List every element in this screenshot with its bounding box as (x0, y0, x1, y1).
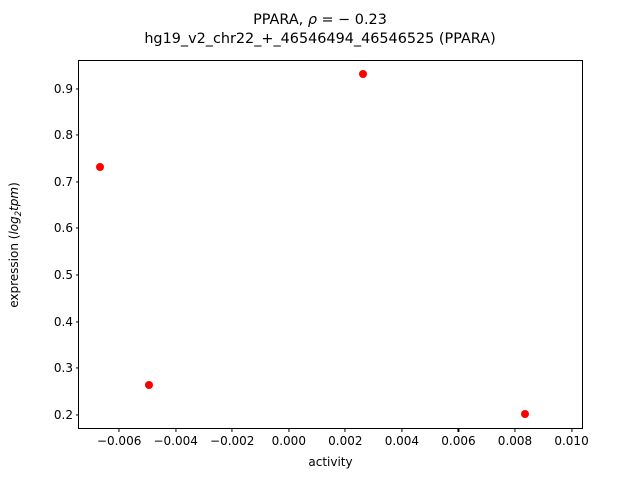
data-point (145, 380, 154, 389)
y-label-base: 2 (13, 210, 24, 216)
x-tick-mark (231, 428, 233, 432)
y-tick-mark (75, 181, 79, 183)
y-tick-mark (75, 227, 79, 229)
x-tick-mark (514, 428, 516, 432)
data-point (359, 70, 368, 79)
data-point (521, 410, 530, 419)
plot-area (79, 61, 582, 428)
x-tick-label: −0.002 (210, 434, 255, 448)
y-tick-label: 0.7 (53, 174, 73, 189)
x-axis-label: activity (308, 455, 353, 469)
x-tick-label: 0.010 (554, 434, 589, 448)
y-axis-label-wrapper: expression (log2tpm) (0, 60, 30, 429)
y-tick-mark (75, 134, 79, 136)
y-tick-label: 0.9 (53, 81, 73, 96)
y-tick-label: 0.8 (53, 128, 73, 143)
data-point (96, 163, 105, 172)
x-tick-mark (401, 428, 403, 432)
title-gene-prefix: PPARA, (253, 12, 308, 28)
rho-symbol: ρ (307, 12, 317, 28)
chart-title: PPARA, ρ = − 0.23 hg19_v2_chr22_+_465464… (0, 11, 640, 49)
y-label-suffix: ) (6, 181, 21, 187)
y-tick-mark (75, 274, 79, 276)
y-tick-mark (75, 367, 79, 369)
y-tick-label: 0.2 (53, 407, 73, 422)
y-tick-label: 0.3 (53, 361, 73, 376)
x-tick-mark (288, 428, 290, 432)
x-tick-mark (457, 428, 459, 432)
x-tick-label: 0.002 (328, 434, 363, 448)
x-tick-mark (118, 428, 120, 432)
x-tick-label: 0.004 (384, 434, 420, 448)
title-rho-value: = − 0.23 (316, 12, 387, 28)
y-tick-mark (75, 321, 79, 323)
x-tick-mark (570, 428, 573, 432)
chart-title-line-1: PPARA, ρ = − 0.23 (0, 11, 640, 30)
x-tick-label: −0.006 (96, 434, 142, 448)
y-tick-label: 0.4 (53, 314, 73, 329)
x-tick-label: 0.008 (497, 434, 533, 448)
x-tick-mark (344, 428, 346, 432)
x-tick-label: 0.000 (271, 434, 306, 448)
y-tick-label: 0.5 (53, 267, 73, 282)
plot-axes: −0.006 −0.004 −0.002 0.000 0.002 0.004 0… (54, 60, 589, 448)
chart-title-line-2: hg19_v2_chr22_+_46546494_46546525 (PPARA… (144, 31, 496, 47)
y-axis-label: expression (log2tpm) (7, 182, 23, 308)
y-tick-label: 0.6 (53, 221, 73, 236)
y-label-prefix: expression ( (6, 234, 21, 308)
y-label-log: log (6, 215, 21, 235)
y-tick-mark (75, 414, 79, 416)
y-tick-mark (75, 87, 79, 90)
x-tick-mark (175, 428, 177, 432)
y-label-tpm: tpm (6, 186, 21, 211)
x-tick-label: 0.006 (441, 434, 476, 448)
x-tick-label: −0.004 (153, 434, 198, 448)
